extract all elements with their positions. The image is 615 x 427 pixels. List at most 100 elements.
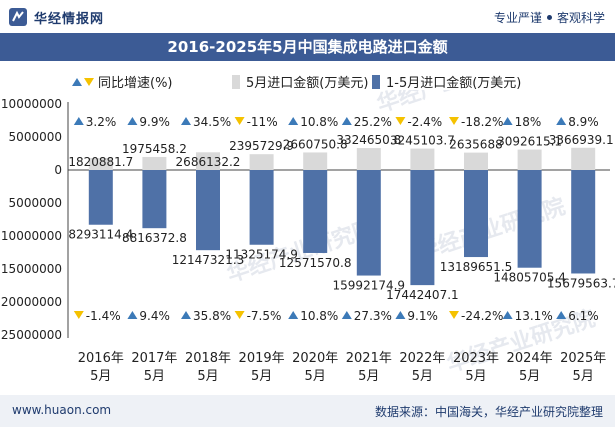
legend-cumulative: 1-5月进口金额(万美元)	[372, 72, 521, 91]
x-tick-label: 2016年	[78, 351, 124, 366]
up-triangle-icon	[502, 311, 513, 319]
y-tick-label: 15000000	[1, 262, 62, 276]
cumulative-bar	[517, 170, 542, 268]
cumulative-bar	[464, 170, 488, 258]
y-tick-label: 10000000	[1, 229, 62, 243]
monthly-growth-label: -11%	[247, 115, 278, 129]
footer: www.huaon.com 数据来源：中国海关，华经产业研究院整理	[0, 395, 615, 427]
site-url: www.huaon.com	[12, 403, 112, 417]
cumulative-growth-label: -7.5%	[247, 309, 282, 323]
cumulative-value-label: 15992174.9	[333, 279, 406, 293]
up-triangle-icon	[181, 117, 191, 125]
x-tick-label: 5月	[465, 369, 486, 384]
legend-growth: 同比增速(%)	[72, 72, 173, 91]
cumulative-value-label: 11325174.9	[225, 248, 298, 262]
monthly-value-label: 2395729.9	[229, 139, 294, 153]
up-triangle-icon	[395, 311, 406, 319]
monthly-value-label: 3092615.1	[497, 135, 562, 149]
x-tick-label: 5月	[573, 369, 594, 384]
legend-monthly-label: 5月进口金额(万美元)	[246, 76, 369, 91]
monthly-value-label: 3245103.7	[390, 134, 455, 148]
down-triangle-icon	[234, 311, 245, 319]
cumulative-growth-label: -24.2%	[461, 309, 503, 323]
monthly-value-label: 2660750.8	[283, 137, 348, 151]
cumulative-growth-label: 10.8%	[300, 309, 338, 323]
chart-title: 2016-2025年5月中国集成电路进口金额	[0, 33, 615, 61]
up-triangle-icon	[341, 117, 352, 125]
cumulative-value-label: 12147321.3	[172, 253, 245, 267]
monthly-value-label: 2635688	[449, 138, 502, 152]
cumulative-bar	[249, 170, 274, 245]
monthly-growth-label: 9.9%	[139, 115, 170, 129]
cumulative-growth-label: 35.8%	[193, 309, 231, 323]
watermark-text: 华经产业研究院	[414, 193, 569, 265]
monthly-bar	[464, 152, 488, 170]
up-triangle-icon	[73, 117, 84, 125]
x-tick-label: 2024年	[507, 351, 553, 366]
monthly-growth-label: -18.2%	[461, 115, 503, 129]
up-triangle-icon	[288, 311, 299, 319]
brand: 华经情报网	[8, 6, 104, 28]
y-tick-label: 5000000	[9, 130, 62, 144]
x-tick-label: 5月	[197, 369, 218, 384]
x-tick-label: 2022年	[399, 351, 445, 366]
cumulative-bar	[142, 170, 167, 229]
x-tick-label: 2019年	[239, 351, 285, 366]
y-tick-label: 0	[54, 163, 62, 177]
cumulative-bar	[356, 170, 381, 276]
separator-dot	[546, 15, 552, 20]
x-tick-label: 5月	[144, 369, 165, 384]
x-tick-label: 5月	[251, 369, 272, 384]
x-tick-label: 5月	[90, 369, 111, 384]
legend-cumulative-swatch	[372, 74, 380, 89]
legend-cumulative-label: 1-5月进口金额(万美元)	[386, 76, 522, 91]
monthly-bar	[142, 156, 167, 170]
monthly-growth-label: 8.9%	[568, 115, 599, 129]
watermark-text: 华经产业研究院	[374, 90, 529, 118]
x-tick-label: 2023年	[453, 351, 499, 366]
cumulative-growth-label: -1.4%	[86, 309, 121, 323]
cumulative-growth-label: 27.3%	[354, 309, 392, 323]
y-tick-label: 20000000	[1, 295, 62, 309]
monthly-bar	[571, 147, 596, 170]
top-bar: 华经情报网 专业严谨 客观科学	[0, 0, 615, 33]
down-triangle-icon	[234, 117, 245, 125]
up-triangle-icon	[288, 117, 299, 125]
monthly-bar	[249, 154, 274, 170]
down-triangle-icon	[73, 311, 84, 319]
monthly-value-label: 2686132.2	[176, 155, 241, 169]
cumulative-growth-label: 13.1%	[515, 309, 553, 323]
up-triangle-icon	[127, 117, 138, 125]
monthly-growth-label: 3.2%	[86, 115, 117, 129]
down-triangle-icon	[84, 77, 94, 86]
cumulative-bar	[303, 170, 328, 253]
x-tick-label: 2017年	[131, 351, 177, 366]
cumulative-value-label: 8816372.8	[122, 231, 187, 245]
y-tick-label: 5000000	[9, 196, 62, 210]
monthly-bar	[196, 152, 220, 170]
monthly-bar	[303, 152, 328, 170]
monthly-value-label: 3366939.1	[549, 133, 614, 147]
monthly-growth-label: 34.5%	[193, 115, 231, 129]
cumulative-bar	[196, 170, 220, 251]
cumulative-value-label: 15679563.7	[547, 276, 615, 290]
cumulative-bar	[410, 170, 435, 286]
legend: 同比增速(%) 5月进口金额(万美元) 1-5月进口金额(万美元)	[0, 72, 615, 92]
cumulative-growth-label: 9.1%	[407, 309, 438, 323]
cumulative-value-label: 17442407.1	[386, 288, 459, 302]
down-triangle-icon	[449, 117, 459, 125]
y-tick-label: 10000000	[1, 97, 62, 111]
monthly-growth-label: 18%	[515, 115, 542, 129]
monthly-bar	[88, 157, 113, 170]
x-tick-label: 2025年	[560, 351, 606, 366]
cumulative-growth-label: 9.4%	[139, 309, 170, 323]
x-tick-label: 2021年	[346, 351, 392, 366]
monthly-bar	[356, 148, 381, 170]
x-tick-label: 2018年	[185, 351, 231, 366]
legend-growth-label: 同比增速(%)	[98, 76, 173, 91]
slogan-left: 专业严谨	[493, 11, 542, 25]
cumulative-growth-label: 6.1%	[568, 309, 599, 323]
legend-monthly: 5月进口金额(万美元)	[232, 72, 368, 91]
cumulative-value-label: 14805705.4	[493, 271, 566, 285]
cumulative-bar	[571, 170, 596, 274]
